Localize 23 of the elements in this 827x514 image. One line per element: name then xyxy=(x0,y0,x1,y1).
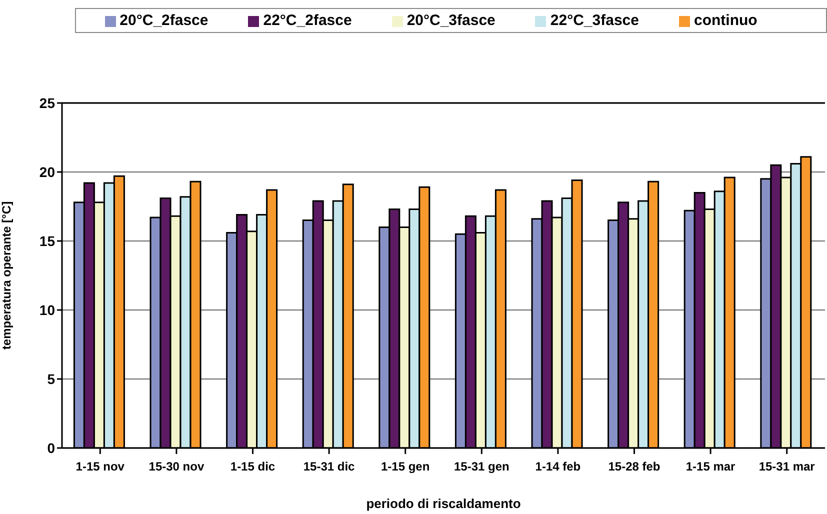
x-tick-label: 15-30 nov xyxy=(148,460,204,474)
x-tick-label: 1-15 mar xyxy=(686,460,736,474)
x-tick-label: 1-15 gen xyxy=(381,460,430,474)
x-tick-label: 1-15 dic xyxy=(230,460,276,474)
y-tick-label: 25 xyxy=(39,94,56,111)
legend-label: 22°C_2fasce xyxy=(263,12,352,29)
legend-label: continuo xyxy=(694,12,758,29)
x-tick-label: 15-31 mar xyxy=(758,460,816,474)
x-axis-title: periodo di riscaldamento xyxy=(366,496,521,511)
y-axis-title: temperatura operante [°C] xyxy=(0,201,14,350)
legend-label: 22°C_3fasce xyxy=(550,12,639,29)
y-tick-label: 0 xyxy=(47,440,56,456)
x-tick-label: 15-28 feb xyxy=(608,460,660,474)
x-tick-label: 15-31 dic xyxy=(303,460,356,474)
x-tick-label: 1-15 nov xyxy=(76,460,125,474)
x-tick-label: 15-31 gen xyxy=(454,460,510,474)
legend-label: 20°C_2fasce xyxy=(120,12,208,29)
y-tick-label: 20 xyxy=(39,164,56,180)
y-tick-label: 15 xyxy=(39,232,56,249)
y-tick-label: 10 xyxy=(39,302,56,318)
legend-label: 20°C_3fasce xyxy=(406,12,496,29)
x-tick-label: 1-14 feb xyxy=(535,460,581,474)
y-tick-label: 5 xyxy=(47,370,56,387)
